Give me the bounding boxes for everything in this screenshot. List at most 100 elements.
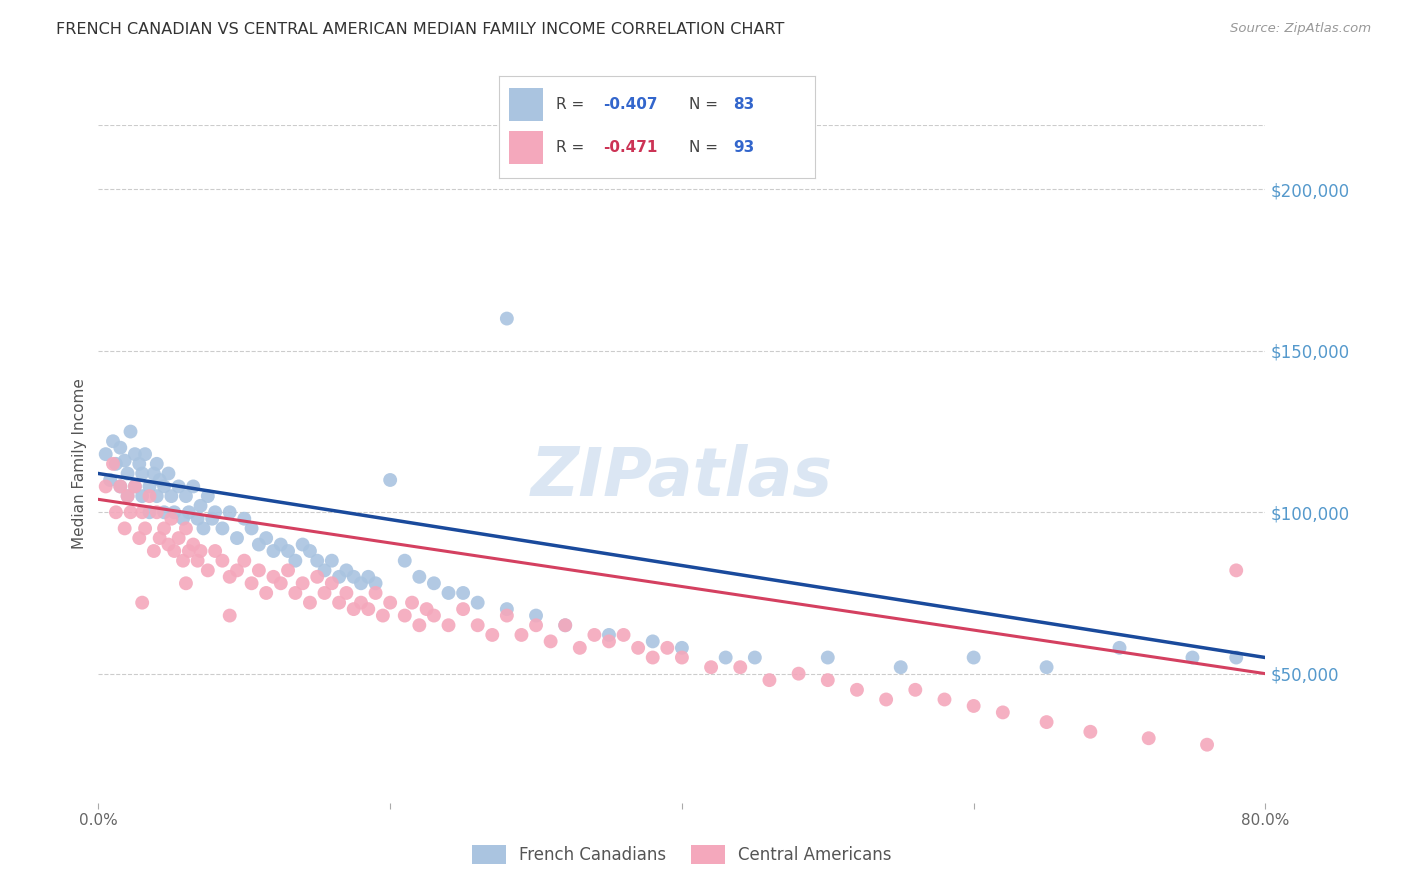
Point bbox=[495, 311, 517, 326]
Point bbox=[1225, 563, 1247, 577]
Point bbox=[138, 479, 160, 493]
Point bbox=[401, 596, 423, 610]
Point bbox=[131, 489, 153, 503]
Point bbox=[700, 660, 723, 674]
Legend: French Canadians, Central Americans: French Canadians, Central Americans bbox=[464, 837, 900, 872]
Point bbox=[174, 576, 197, 591]
Point bbox=[98, 473, 121, 487]
Point bbox=[270, 537, 292, 551]
Point bbox=[934, 692, 956, 706]
Point bbox=[240, 521, 263, 535]
Point bbox=[343, 602, 366, 616]
Point bbox=[167, 479, 190, 493]
Point bbox=[314, 563, 336, 577]
Point bbox=[495, 602, 517, 616]
Point bbox=[124, 479, 146, 493]
Point bbox=[211, 554, 233, 568]
Point bbox=[298, 544, 321, 558]
Point bbox=[467, 596, 489, 610]
Point bbox=[641, 634, 664, 648]
Point bbox=[371, 608, 394, 623]
Point bbox=[817, 650, 839, 665]
Point bbox=[350, 576, 373, 591]
Point bbox=[149, 531, 172, 545]
Point bbox=[270, 576, 292, 591]
Point bbox=[181, 537, 204, 551]
Text: -0.471: -0.471 bbox=[603, 140, 658, 155]
Point bbox=[408, 618, 430, 632]
Point bbox=[845, 682, 868, 697]
Point bbox=[583, 628, 606, 642]
Point bbox=[408, 570, 430, 584]
Point bbox=[204, 505, 226, 519]
Point bbox=[138, 505, 160, 519]
Point bbox=[146, 489, 169, 503]
Point bbox=[142, 467, 165, 481]
Point bbox=[134, 447, 156, 461]
Point bbox=[394, 608, 416, 623]
Point bbox=[495, 608, 517, 623]
Point bbox=[128, 457, 150, 471]
Point bbox=[226, 531, 249, 545]
Point bbox=[481, 628, 503, 642]
Point bbox=[284, 586, 307, 600]
Point bbox=[114, 521, 136, 535]
Point bbox=[233, 554, 256, 568]
Point bbox=[204, 544, 226, 558]
Text: N =: N = bbox=[689, 140, 723, 155]
Point bbox=[101, 434, 124, 449]
Point bbox=[146, 505, 169, 519]
Point bbox=[117, 467, 139, 481]
Point bbox=[321, 576, 343, 591]
Point bbox=[423, 576, 446, 591]
Point bbox=[1225, 650, 1247, 665]
Point bbox=[218, 505, 240, 519]
Text: N =: N = bbox=[689, 97, 723, 112]
Point bbox=[1181, 650, 1204, 665]
Point bbox=[298, 596, 321, 610]
Point bbox=[110, 441, 132, 455]
Point bbox=[1195, 738, 1218, 752]
Text: ZIPatlas: ZIPatlas bbox=[531, 444, 832, 510]
Point bbox=[451, 586, 474, 600]
Point bbox=[875, 692, 897, 706]
Point bbox=[343, 570, 366, 584]
Point bbox=[110, 479, 132, 493]
Point bbox=[510, 628, 533, 642]
Point bbox=[138, 489, 160, 503]
Point bbox=[131, 467, 153, 481]
Text: FRENCH CANADIAN VS CENTRAL AMERICAN MEDIAN FAMILY INCOME CORRELATION CHART: FRENCH CANADIAN VS CENTRAL AMERICAN MEDI… bbox=[56, 22, 785, 37]
Point bbox=[437, 586, 460, 600]
Point bbox=[167, 531, 190, 545]
Point bbox=[437, 618, 460, 632]
Point bbox=[117, 489, 139, 503]
Point bbox=[157, 537, 180, 551]
Point bbox=[962, 698, 984, 713]
Point bbox=[247, 537, 270, 551]
Point bbox=[104, 505, 127, 519]
Text: R =: R = bbox=[557, 97, 589, 112]
Point bbox=[291, 576, 314, 591]
Point bbox=[181, 479, 204, 493]
Text: 83: 83 bbox=[734, 97, 755, 112]
Point bbox=[134, 521, 156, 535]
Point bbox=[467, 618, 489, 632]
Point bbox=[153, 521, 176, 535]
Point bbox=[120, 425, 142, 439]
Point bbox=[226, 563, 249, 577]
Point bbox=[394, 554, 416, 568]
Point bbox=[554, 618, 576, 632]
Point bbox=[598, 634, 620, 648]
Point bbox=[1108, 640, 1130, 655]
Point bbox=[671, 650, 693, 665]
Point bbox=[328, 596, 350, 610]
Point bbox=[172, 512, 194, 526]
Point bbox=[415, 602, 437, 616]
Point bbox=[451, 602, 474, 616]
Point bbox=[197, 489, 219, 503]
Point bbox=[554, 618, 576, 632]
Point bbox=[378, 473, 402, 487]
Point bbox=[328, 570, 350, 584]
Point bbox=[187, 512, 209, 526]
Point bbox=[627, 640, 650, 655]
